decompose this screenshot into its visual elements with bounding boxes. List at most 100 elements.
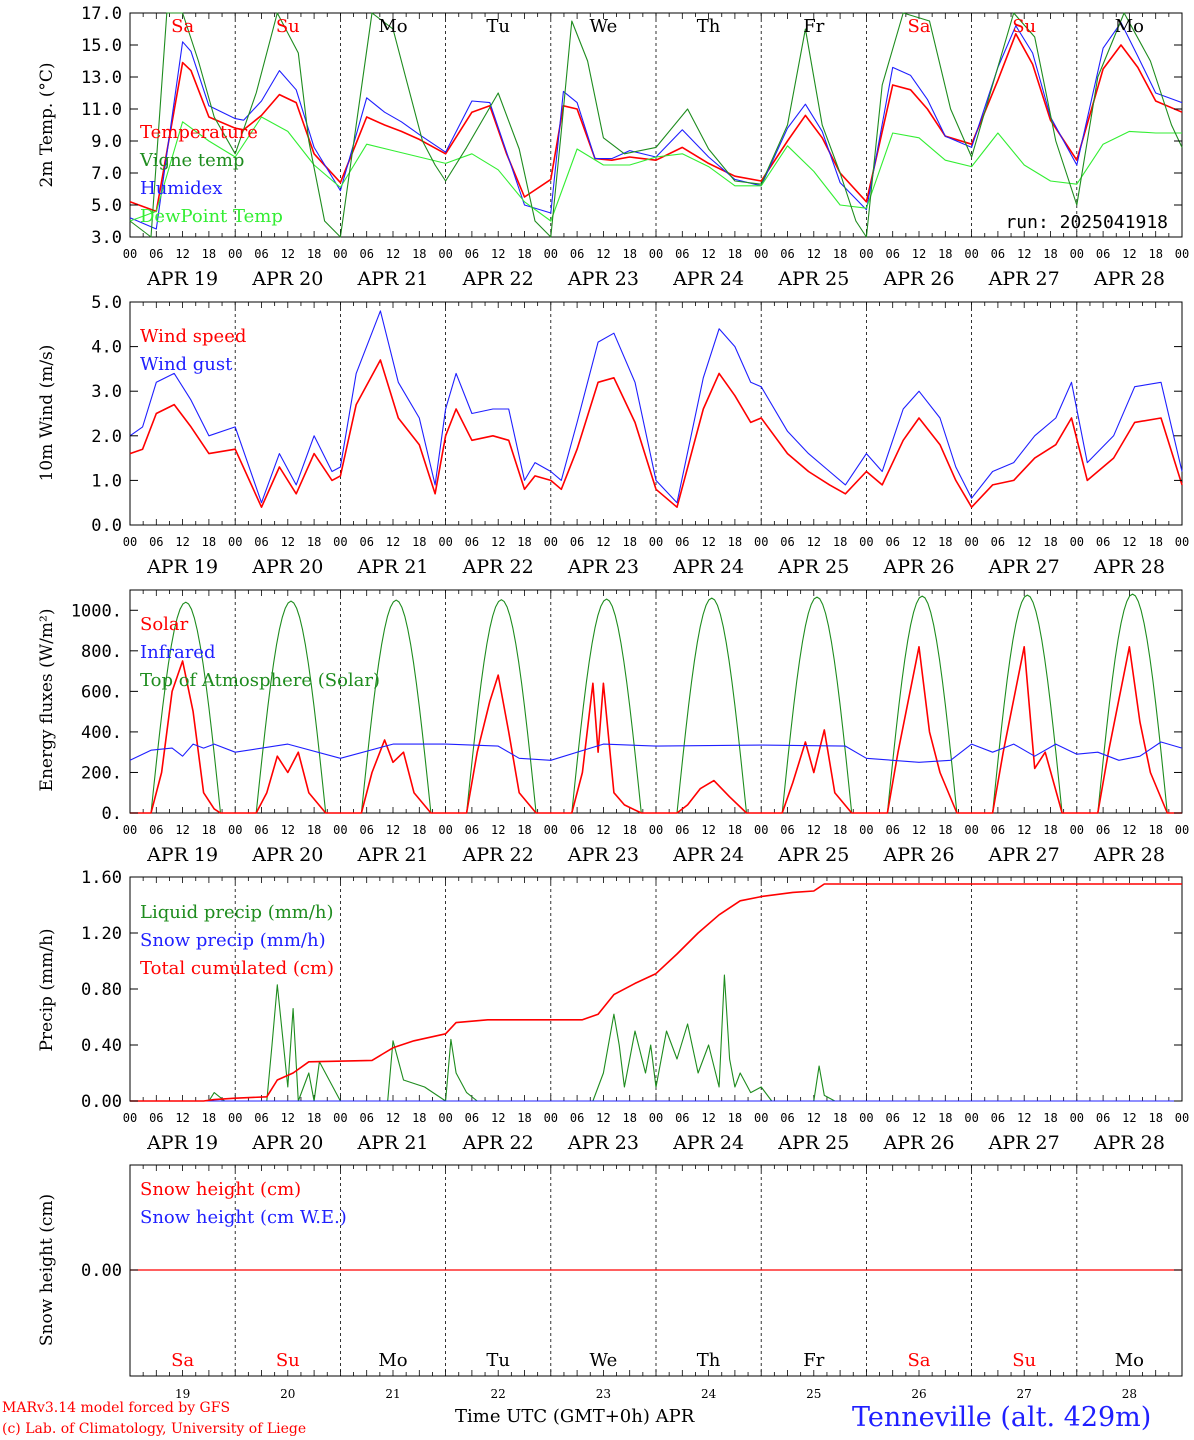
day-number: 26 xyxy=(911,1387,926,1401)
legend-wind-speed: Wind speed xyxy=(140,326,246,347)
hour-tick-label: 12 xyxy=(281,823,295,837)
hour-tick-label: 06 xyxy=(780,823,794,837)
date-label: APR 26 xyxy=(882,268,954,290)
y-tick-label: 4.0 xyxy=(91,338,122,358)
hour-tick-label: 18 xyxy=(833,823,847,837)
hour-tick-label: 06 xyxy=(359,1111,373,1125)
day-name: Mo xyxy=(1115,16,1144,37)
hour-tick-label: 12 xyxy=(912,535,926,549)
day-number: 24 xyxy=(701,1387,717,1401)
day-number: 23 xyxy=(596,1387,611,1401)
day-name: Mo xyxy=(378,16,407,37)
day-name: Sa xyxy=(907,1350,930,1371)
series-humidex xyxy=(129,22,1183,230)
date-label: APR 25 xyxy=(777,844,849,866)
y-tick-label: 17.0 xyxy=(81,4,122,24)
day-name: Mo xyxy=(1115,1350,1144,1371)
y-axis-label-4: Precip (mm/h) xyxy=(37,928,57,1051)
date-label: APR 26 xyxy=(882,844,954,866)
hour-tick-label: 00 xyxy=(754,535,768,549)
series-total-cumulated-cm- xyxy=(130,883,1182,1102)
hour-tick-label: 18 xyxy=(517,247,531,261)
hour-tick-label: 12 xyxy=(1017,247,1031,261)
hour-tick-label: 00 xyxy=(544,247,558,261)
day-name: Mo xyxy=(378,1350,407,1371)
day-number: 27 xyxy=(1017,1387,1032,1401)
y-tick-label: 3.0 xyxy=(91,228,122,248)
date-label: APR 22 xyxy=(462,844,534,866)
hour-tick-label: 18 xyxy=(412,823,426,837)
hour-tick-label: 06 xyxy=(991,535,1005,549)
hour-tick-label: 00 xyxy=(964,535,978,549)
hour-tick-label: 18 xyxy=(412,1111,426,1125)
hour-tick-label: 18 xyxy=(1043,1111,1057,1125)
hour-tick-label: 06 xyxy=(254,535,268,549)
hour-tick-label: 18 xyxy=(1043,247,1057,261)
hour-tick-label: 12 xyxy=(491,247,505,261)
panel-frame-3 xyxy=(129,589,1183,814)
hour-tick-label: 18 xyxy=(1148,1111,1162,1125)
series-vigne-temp xyxy=(129,12,1183,238)
hour-tick-label: 12 xyxy=(807,247,821,261)
hour-tick-label: 18 xyxy=(307,247,321,261)
legend-dewpoint-temp: DewPoint Temp xyxy=(140,206,283,227)
hour-tick-label: 18 xyxy=(833,535,847,549)
hour-tick-label: 06 xyxy=(885,535,899,549)
hour-tick-label: 12 xyxy=(596,1111,610,1125)
date-label: APR 26 xyxy=(882,556,954,578)
legend-snow-height-cm-w-e-: Snow height (cm W.E.) xyxy=(140,1207,347,1228)
day-name: Tu xyxy=(486,16,510,37)
legend-snow-height-cm-: Snow height (cm) xyxy=(140,1179,301,1200)
panel-frame-2 xyxy=(129,301,1183,526)
day-name: Fr xyxy=(803,16,824,37)
hour-tick-label: 06 xyxy=(359,535,373,549)
legend-temperature: Temperature xyxy=(140,122,258,143)
series-wind-speed xyxy=(129,359,1183,509)
y-tick-label: 13.0 xyxy=(81,68,122,88)
hour-tick-label: 06 xyxy=(570,535,584,549)
hour-tick-label: 12 xyxy=(596,535,610,549)
date-label: APR 26 xyxy=(882,1132,954,1154)
hour-tick-label: 18 xyxy=(517,535,531,549)
hour-tick-label: 12 xyxy=(596,823,610,837)
legend-infrared: Infrared xyxy=(140,642,215,663)
hour-tick-label: 18 xyxy=(307,535,321,549)
hour-tick-label: 06 xyxy=(465,1111,479,1125)
y-tick-label: 0.40 xyxy=(81,1036,122,1056)
hour-tick-label: 06 xyxy=(885,247,899,261)
hour-tick-label: 12 xyxy=(175,535,189,549)
hour-tick-label: 18 xyxy=(622,247,636,261)
hour-tick-label: 06 xyxy=(359,823,373,837)
hour-tick-label: 00 xyxy=(333,823,347,837)
hour-tick-label: 00 xyxy=(123,823,137,837)
series-wind-gust xyxy=(129,310,1183,504)
panel-frame-1 xyxy=(129,12,1183,238)
hour-tick-label: 12 xyxy=(701,1111,715,1125)
hour-tick-label: 18 xyxy=(202,535,216,549)
hour-tick-label: 12 xyxy=(912,247,926,261)
hour-tick-label: 00 xyxy=(649,1111,663,1125)
hour-tick-label: 12 xyxy=(701,823,715,837)
hour-tick-label: 00 xyxy=(1070,1111,1084,1125)
y-tick-label: 15.0 xyxy=(81,36,122,56)
hour-tick-label: 00 xyxy=(964,1111,978,1125)
series-solar xyxy=(130,645,1182,814)
hour-tick-label: 06 xyxy=(675,1111,689,1125)
date-label: APR 24 xyxy=(672,556,744,578)
y-tick-label: 400. xyxy=(81,723,122,743)
hour-tick-label: 12 xyxy=(807,535,821,549)
hour-tick-label: 18 xyxy=(938,535,952,549)
y-tick-label: 0.00 xyxy=(81,1092,122,1112)
y-axis-label-5: Snow height (cm) xyxy=(37,1194,57,1346)
time-axis-label: Time UTC (GMT+0h) APR xyxy=(455,1406,695,1427)
hour-tick-label: 06 xyxy=(254,1111,268,1125)
hour-tick-label: 00 xyxy=(544,535,558,549)
day-name: Su xyxy=(276,1350,300,1371)
hour-tick-label: 12 xyxy=(912,823,926,837)
hour-tick-label: 12 xyxy=(596,247,610,261)
hour-tick-label: 00 xyxy=(1175,535,1189,549)
hour-tick-label: 06 xyxy=(675,535,689,549)
hour-tick-label: 18 xyxy=(412,535,426,549)
hour-tick-label: 06 xyxy=(780,535,794,549)
hour-tick-label: 00 xyxy=(228,535,242,549)
